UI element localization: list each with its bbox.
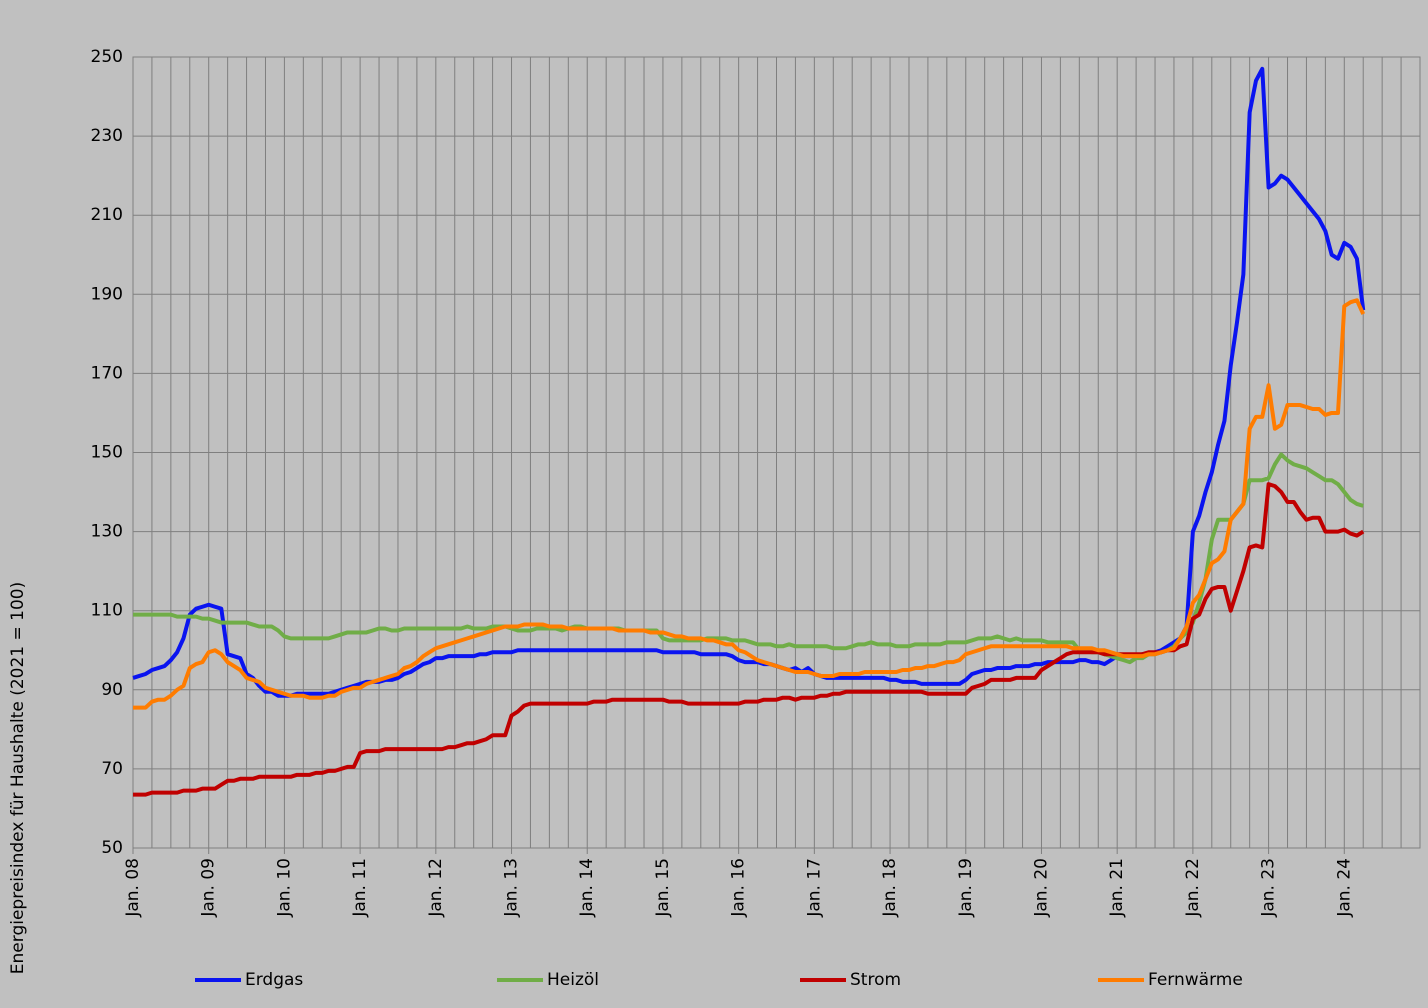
y-tick-label: 90	[101, 680, 123, 700]
data-line	[133, 298, 1366, 710]
x-tick-label: Jan. 09	[199, 858, 219, 918]
y-tick-label: 190	[91, 284, 123, 304]
legend-label: Strom	[850, 970, 901, 990]
x-tick-label: Jan. 20	[1031, 858, 1051, 918]
x-tick-label: Jan. 16	[729, 858, 749, 918]
x-tick-label: Jan. 14	[577, 858, 597, 918]
x-tick-label: Jan. 11	[350, 858, 370, 918]
x-tick-label: Jan. 23	[1259, 858, 1279, 918]
y-tick-label: 230	[91, 126, 123, 146]
y-tick-label: 50	[101, 838, 123, 858]
legend-label: Erdgas	[245, 970, 303, 990]
x-tick-label: Jan. 12	[426, 858, 446, 918]
y-tick-label: 250	[91, 47, 123, 67]
x-tick-label: Jan. 22	[1183, 858, 1203, 918]
y-tick-label: 210	[91, 205, 123, 225]
y-tick-label: 70	[101, 759, 123, 779]
x-tick-label: Jan. 17	[804, 858, 824, 918]
y-tick-label: 110	[91, 601, 123, 621]
x-tick-label: Jan. 10	[274, 858, 294, 918]
y-tick-label: 130	[91, 522, 123, 542]
x-tick-label: Jan. 08	[123, 858, 143, 918]
legend-label: Heizöl	[547, 970, 599, 990]
legend-label: Fernwärme	[1148, 970, 1243, 990]
y-tick-label: 170	[91, 363, 123, 383]
x-tick-label: Jan. 13	[502, 858, 522, 918]
x-tick-label: Jan. 21	[1107, 858, 1127, 918]
y-axis-label: Energiepreisindex für Haushalte (2021 = …	[8, 582, 28, 974]
x-tick-label: Jan. 24	[1334, 858, 1354, 918]
y-tick-label: 150	[91, 443, 123, 463]
x-tick-label: Jan. 19	[956, 858, 976, 918]
x-tick-label: Jan. 18	[880, 858, 900, 918]
x-tick-label: Jan. 15	[653, 858, 673, 918]
